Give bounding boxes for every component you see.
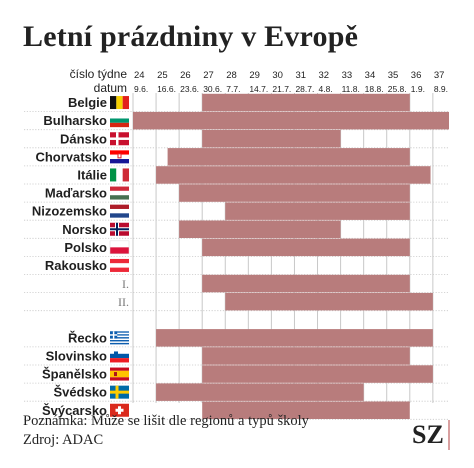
country-label: Chorvatsko: [35, 149, 107, 164]
vacation-bar: [167, 148, 410, 166]
greece-flag: [110, 331, 129, 345]
sz-logo: SZ: [412, 420, 444, 449]
austria-flag: [110, 258, 129, 272]
week-header-label: číslo týdne: [70, 67, 128, 81]
subregion-label: II.: [118, 295, 129, 309]
date-tick-label: 9.6.: [134, 84, 148, 94]
vacation-bar: [202, 347, 410, 365]
chart-source: Zdroj: ADAC: [23, 432, 104, 448]
country-label: Itálie: [77, 167, 107, 182]
week-tick-label: 34: [365, 70, 376, 81]
vacation-bar: [202, 365, 433, 383]
week-tick-label: 29: [249, 70, 260, 81]
sweden-flag: [110, 385, 129, 399]
vacation-bar: [133, 111, 449, 130]
vacation-bar: [179, 184, 410, 202]
country-label: Švédsko: [54, 385, 108, 400]
country-label: Norsko: [62, 222, 107, 237]
norway-flag: [110, 222, 129, 236]
croatia-flag: [110, 150, 129, 164]
vacation-bar: [156, 329, 433, 347]
netherlands-flag: [110, 204, 129, 218]
slovenia-flag: [110, 349, 129, 363]
vacation-bar: [202, 130, 341, 148]
date-tick-label: 1.9.: [411, 84, 425, 94]
vacation-bar: [202, 401, 410, 419]
week-tick-label: 28: [226, 70, 237, 81]
spain-flag: [110, 367, 129, 381]
subregion-label: I.: [122, 277, 129, 291]
week-tick-label: 31: [295, 70, 306, 81]
denmark-flag: [110, 132, 129, 146]
week-tick-label: 26: [180, 70, 191, 81]
vacation-bar: [179, 220, 341, 238]
week-tick-label: 32: [319, 70, 330, 81]
bulgaria-flag: [110, 114, 129, 128]
chart-note: Poznámka: Může se lišit dle regionů a ty…: [23, 413, 309, 429]
country-label: Maďarsko: [45, 186, 107, 201]
vacation-bar: [202, 93, 410, 112]
poland-flag: [109, 240, 130, 255]
date-header-label: datum: [94, 81, 127, 95]
vacation-bar: [225, 292, 433, 311]
country-label: Dánsko: [60, 131, 107, 146]
date-tick-label: 23.6.: [180, 84, 199, 94]
date-tick-label: 30.6.: [203, 84, 222, 94]
date-tick-label: 16.6.: [157, 84, 176, 94]
date-tick-label: 11.8.: [342, 84, 360, 94]
country-label: Řecko: [68, 330, 107, 345]
week-tick-label: 35: [388, 70, 399, 81]
week-tick-label: 24: [134, 70, 145, 81]
week-tick-label: 36: [411, 70, 422, 81]
hungary-flag: [110, 186, 129, 200]
week-tick-label: 33: [342, 70, 353, 81]
country-label: Rakousko: [45, 258, 107, 273]
date-tick-label: 14.7.: [249, 84, 268, 94]
country-label: Polsko: [64, 240, 107, 255]
date-tick-label: 21.7.: [272, 84, 291, 94]
date-tick-label: 18.8.: [365, 84, 384, 94]
country-label: Nizozemsko: [32, 204, 107, 219]
belgium-flag: [110, 96, 129, 110]
vacation-bar: [225, 202, 410, 220]
vacation-bar: [156, 383, 364, 401]
logo-accent-bar: [448, 420, 450, 450]
vacation-bar: [156, 166, 431, 184]
date-tick-label: 25.8.: [388, 84, 407, 94]
week-tick-label: 30: [272, 70, 283, 81]
vacation-bar: [202, 274, 410, 293]
vacation-bar: [202, 238, 410, 257]
country-label: Bulharsko: [43, 113, 107, 128]
week-tick-label: 37: [434, 70, 445, 81]
switzerland-flag: [110, 403, 129, 417]
country-label: Slovinsko: [46, 348, 107, 363]
date-tick-label: 8.9.: [434, 84, 448, 94]
country-label: Španělsko: [42, 367, 107, 382]
week-tick-label: 25: [157, 70, 168, 81]
country-label: Švýcarsko: [42, 403, 107, 418]
country-label: Belgie: [68, 95, 107, 110]
date-tick-label: 4.8.: [319, 84, 333, 94]
italy-flag: [110, 168, 129, 182]
date-tick-label: 28.7.: [295, 84, 314, 94]
chart-title: Letní prázdniny v Evropě: [23, 20, 359, 53]
week-tick-label: 27: [203, 70, 214, 81]
date-tick-label: 7.7.: [226, 84, 240, 94]
